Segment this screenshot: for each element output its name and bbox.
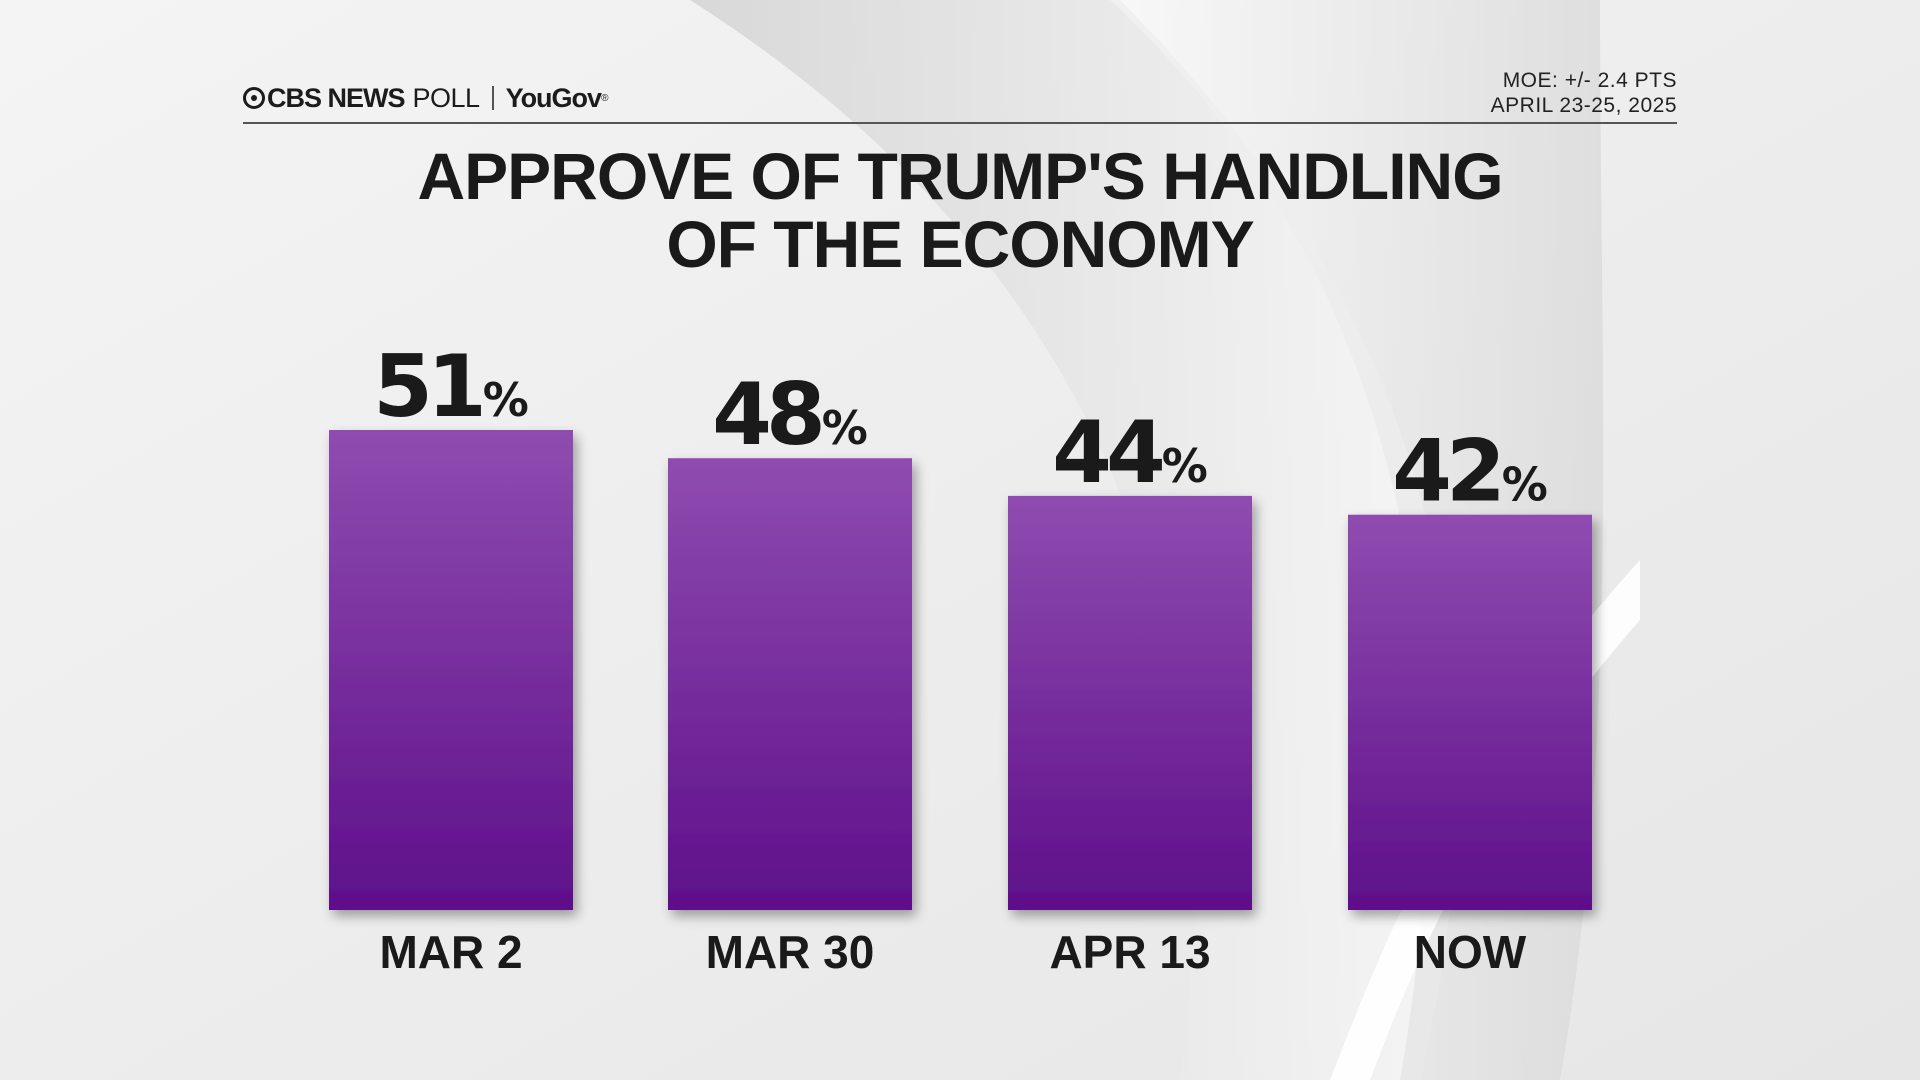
cbs-news-poll-logo: CBS NEWS POLL YouGov ® [243,78,608,118]
chart-title-line-1: APPROVE OF TRUMP'S HANDLING [417,139,1503,213]
partner-name: YouGov [505,82,603,113]
bar-apr-13 [1008,495,1252,910]
bar-value-label: 42% [1392,422,1548,522]
bar-value-label: 51% [373,337,529,437]
cbs-eye-icon [243,87,265,109]
header: CBS NEWS POLL YouGov ® MOE: +/- 2.4 PTS A… [243,68,1677,124]
poll-meta: MOE: +/- 2.4 PTS APRIL 23-25, 2025 [1491,68,1677,118]
poll-label: POLL [412,82,481,113]
bar-mar-2 [329,430,573,910]
bar-mar-30 [668,458,912,910]
category-label: MAR 2 [379,926,522,978]
brand-name: CBS NEWS [267,82,406,113]
margin-of-error: MOE: +/- 2.4 PTS [1502,69,1677,92]
bar-now [1348,514,1592,910]
header-divider [243,122,1677,124]
category-label: NOW [1414,926,1527,978]
poll-dates: APRIL 23-25, 2025 [1490,94,1677,117]
bar-value-label: 44% [1052,403,1208,503]
bar-value-label: 48% [712,365,868,465]
chart-title: APPROVE OF TRUMP'S HANDLING OF THE ECONO… [260,142,1660,278]
registered-mark-icon: ® [601,92,609,104]
chart-title-line-2: OF THE ECONOMY [666,207,1254,281]
logo-divider [491,86,494,110]
category-label: MAR 30 [706,926,875,978]
category-label: APR 13 [1049,926,1210,978]
